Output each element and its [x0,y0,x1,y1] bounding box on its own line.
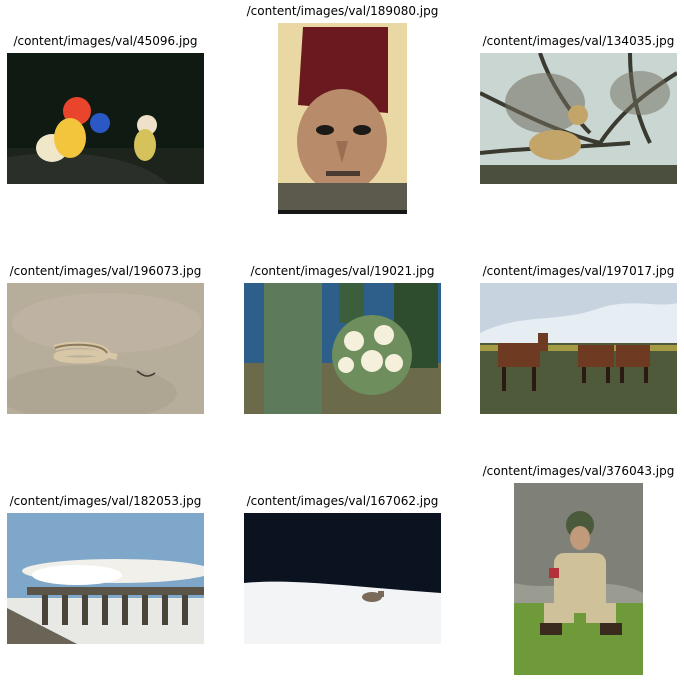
image-title: /content/images/val/134035.jpg [482,34,675,48]
image-thumbnail [7,283,204,414]
image-cell: /content/images/val/376043.jpg [480,464,677,675]
image-cell: /content/images/val/167062.jpg [244,494,441,644]
image-thumbnail [278,23,407,214]
image-thumbnail [480,283,677,414]
image-title: /content/images/val/189080.jpg [246,4,439,18]
image-thumbnail [244,513,441,644]
image-cell: /content/images/val/19021.jpg [244,264,441,414]
image-thumbnail [480,53,677,184]
image-thumbnail [514,483,643,675]
image-cell: /content/images/val/45096.jpg [7,34,204,184]
image-title: /content/images/val/167062.jpg [246,494,439,508]
image-thumbnail [7,513,204,644]
image-cell: /content/images/val/196073.jpg [7,264,204,414]
image-title: /content/images/val/376043.jpg [482,464,675,478]
image-thumbnail [7,53,204,184]
image-cell: /content/images/val/182053.jpg [7,494,204,644]
image-cell: /content/images/val/134035.jpg [480,34,677,184]
image-cell: /content/images/val/189080.jpg [244,4,441,214]
image-title: /content/images/val/197017.jpg [482,264,675,278]
image-title: /content/images/val/45096.jpg [13,34,198,48]
image-cell: /content/images/val/197017.jpg [480,264,677,414]
image-title: /content/images/val/182053.jpg [9,494,202,508]
image-thumbnail [244,283,441,414]
image-title: /content/images/val/19021.jpg [250,264,435,278]
image-title: /content/images/val/196073.jpg [9,264,202,278]
